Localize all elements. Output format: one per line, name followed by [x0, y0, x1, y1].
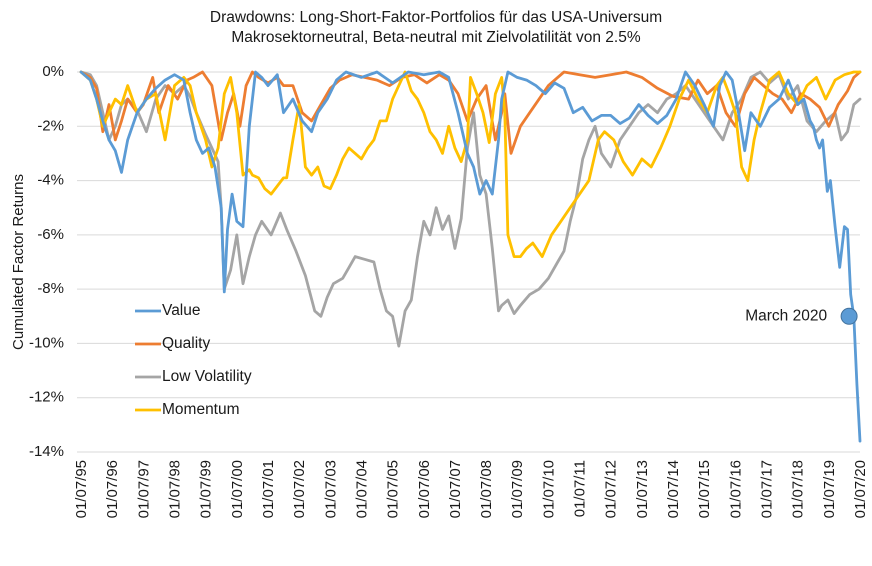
- legend-item-low-volatility: Low Volatility: [135, 368, 252, 385]
- chart-title-line1: Drawdowns: Long-Short-Faktor-Portfolios …: [209, 9, 663, 26]
- y-axis-tick-labels: 0% -2% -4% -6% -8% -10% -12% -14%: [29, 63, 64, 460]
- x-tick-label: 01/07/11: [572, 460, 589, 517]
- x-tick-label: 01/07/08: [478, 460, 495, 518]
- x-tick-label: 01/07/95: [73, 460, 90, 518]
- x-tick-label: 01/07/13: [634, 460, 651, 518]
- gridlines: [77, 71, 860, 453]
- y-tick-label: -8%: [37, 280, 64, 297]
- legend-item-value: Value: [135, 302, 201, 319]
- y-tick-label: 0%: [42, 63, 64, 80]
- x-tick-label: 01/07/19: [821, 460, 838, 518]
- legend-item-momentum: Momentum: [135, 401, 240, 418]
- legend-item-quality: Quality: [135, 335, 210, 352]
- x-tick-label: 01/07/20: [852, 460, 869, 518]
- x-tick-label: 01/07/15: [696, 460, 713, 518]
- x-tick-label: 01/07/12: [603, 460, 620, 518]
- x-tick-label: 01/07/05: [385, 460, 402, 518]
- legend-label: Momentum: [162, 401, 240, 418]
- legend-label: Quality: [162, 335, 210, 352]
- x-tick-label: 01/07/16: [727, 460, 744, 518]
- x-tick-label: 01/07/07: [447, 460, 464, 518]
- legend-label: Value: [162, 302, 201, 319]
- chart-title: Drawdowns: Long-Short-Faktor-Portfolios …: [0, 8, 872, 48]
- x-tick-label: 01/07/18: [790, 460, 807, 518]
- annotation-marker: [840, 307, 858, 325]
- x-tick-label: 01/07/00: [229, 460, 246, 518]
- y-axis-title: Cumulated Factor Returns: [10, 174, 27, 350]
- x-tick-label: 01/07/17: [759, 460, 776, 518]
- y-tick-label: -2%: [37, 117, 64, 134]
- annotations: March 2020: [745, 307, 858, 325]
- chart-subtitle: Makrosektorneutral, Beta-neutral mit Zie…: [231, 29, 641, 46]
- x-tick-label: 01/07/97: [135, 460, 152, 518]
- y-tick-label: -14%: [29, 443, 64, 460]
- x-tick-label: 01/07/10: [540, 460, 557, 518]
- series-line-value: [79, 70, 862, 443]
- y-tick-label: -4%: [37, 172, 64, 189]
- y-tick-label: -6%: [37, 226, 64, 243]
- x-tick-label: 01/07/96: [104, 460, 121, 518]
- legend-label: Low Volatility: [162, 368, 252, 385]
- x-tick-label: 01/07/02: [291, 460, 308, 518]
- x-tick-label: 01/07/09: [509, 460, 526, 518]
- x-tick-label: 01/07/99: [198, 460, 215, 518]
- x-axis-tick-labels: 01/07/95 01/07/96 01/07/97 01/07/98 01/07/99…: [73, 460, 869, 518]
- x-tick-label: 01/07/14: [665, 460, 682, 518]
- x-tick-label: 01/07/06: [416, 460, 433, 518]
- series-line-momentum: [79, 70, 862, 259]
- y-tick-label: -10%: [29, 334, 64, 351]
- series-lines: [79, 70, 862, 443]
- y-tick-label: -12%: [29, 389, 64, 406]
- x-tick-label: 01/07/04: [353, 460, 370, 518]
- x-tick-label: 01/07/03: [322, 460, 339, 518]
- x-tick-label: 01/07/01: [260, 460, 277, 518]
- x-tick-label: 01/07/98: [166, 460, 183, 518]
- legend: Value Quality Low Volatility Momentum: [135, 302, 252, 418]
- annotation-label: March 2020: [745, 307, 827, 324]
